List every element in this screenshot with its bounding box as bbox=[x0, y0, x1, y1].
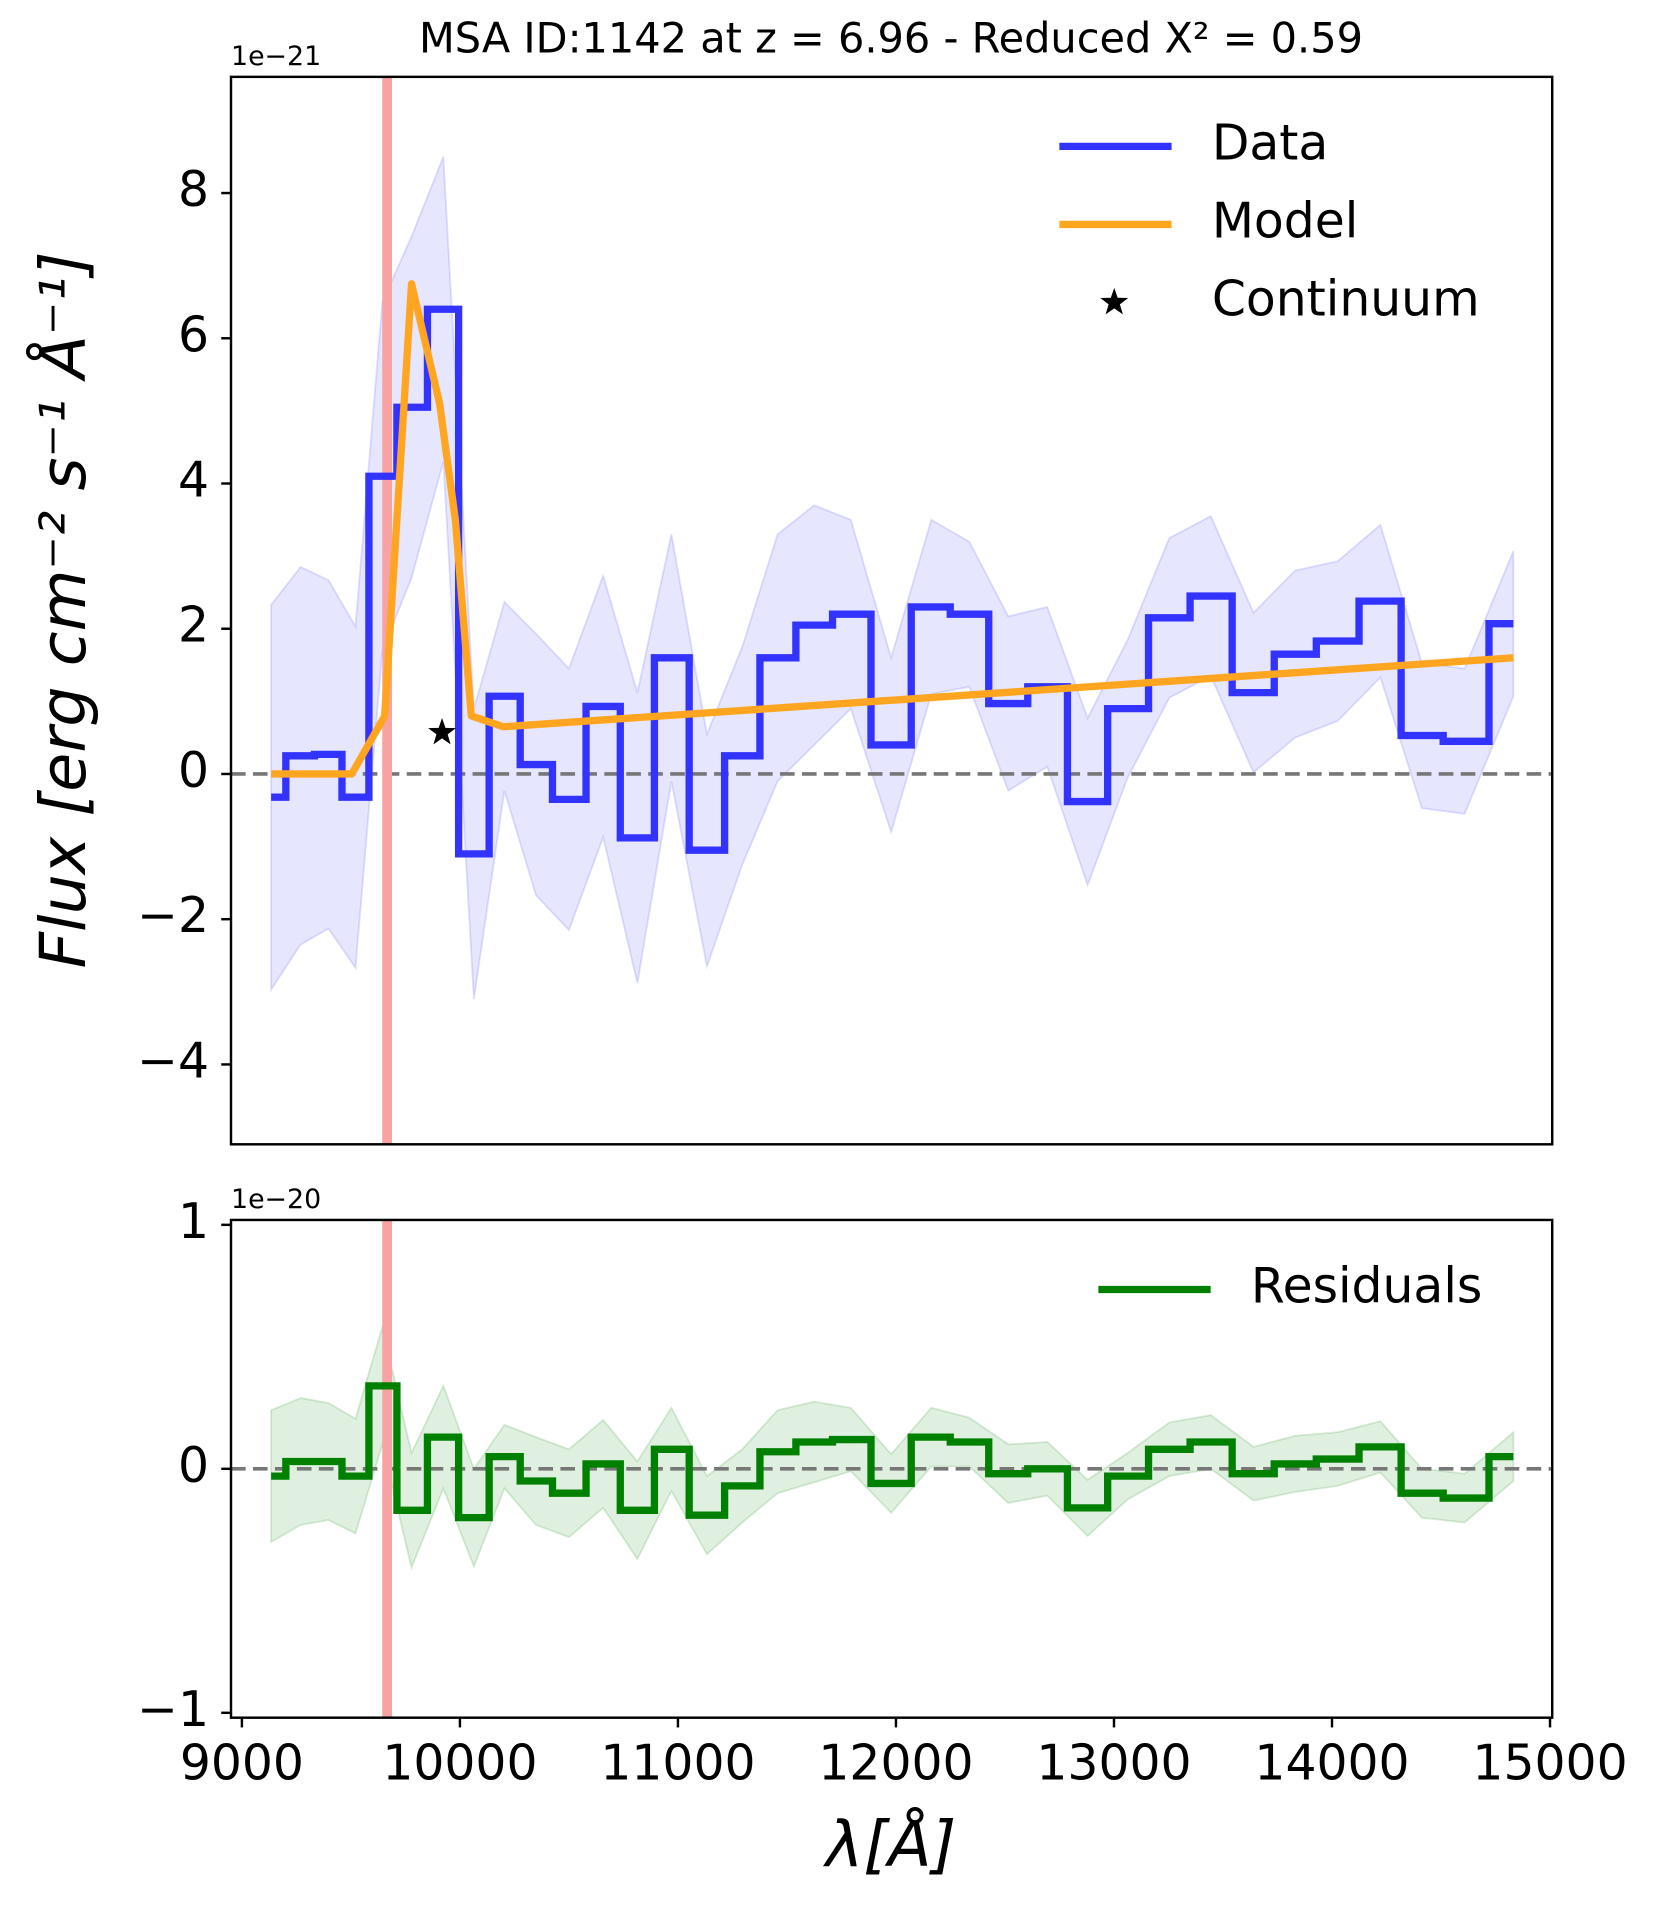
x-tick-label: 14000 bbox=[1254, 1734, 1409, 1791]
axes-frame bbox=[229, 75, 1554, 1146]
offset-label: 1e−21 bbox=[231, 41, 321, 72]
chart-title: MSA ID:1142 at z = 6.96 - Reduced X² = 0… bbox=[419, 14, 1363, 62]
legend-label: Model bbox=[1212, 192, 1358, 249]
y-tick-label: 0 bbox=[178, 742, 209, 799]
y-tick-label: −4 bbox=[137, 1032, 209, 1089]
y-tick-label: 6 bbox=[178, 306, 209, 363]
error-band bbox=[270, 156, 1515, 1000]
x-tick-label: 11000 bbox=[600, 1734, 755, 1791]
y-tick-label: 8 bbox=[178, 161, 209, 218]
legend-marker bbox=[1100, 287, 1129, 315]
x-tick-label: 10000 bbox=[382, 1734, 537, 1791]
y-tick-label: −1 bbox=[137, 1681, 209, 1738]
step-line bbox=[271, 1382, 1514, 1522]
legend-label: Data bbox=[1212, 114, 1328, 171]
y-tick-label: 0 bbox=[178, 1437, 209, 1494]
offset-label: 1e−20 bbox=[231, 1184, 321, 1215]
x-tick-label: 9000 bbox=[180, 1734, 304, 1791]
x-tick-label: 13000 bbox=[1036, 1734, 1191, 1791]
model-line bbox=[271, 280, 1514, 778]
legend-label: Continuum bbox=[1212, 271, 1480, 328]
x-axis-label: λ[Å] bbox=[823, 1806, 956, 1881]
y-tick-label: 1 bbox=[178, 1193, 209, 1250]
y-tick-label: 4 bbox=[178, 452, 209, 509]
continuum-point bbox=[428, 717, 456, 745]
legend-label: Residuals bbox=[1251, 1257, 1482, 1314]
error-band bbox=[270, 1323, 1515, 1571]
y-axis-label: Flux [erg cm⁻² s⁻¹ Å⁻¹] bbox=[25, 251, 100, 968]
x-tick-label: 15000 bbox=[1472, 1734, 1627, 1791]
y-tick-label: 2 bbox=[178, 597, 209, 654]
x-tick-label: 12000 bbox=[818, 1734, 973, 1791]
y-tick-label: −2 bbox=[137, 887, 209, 944]
